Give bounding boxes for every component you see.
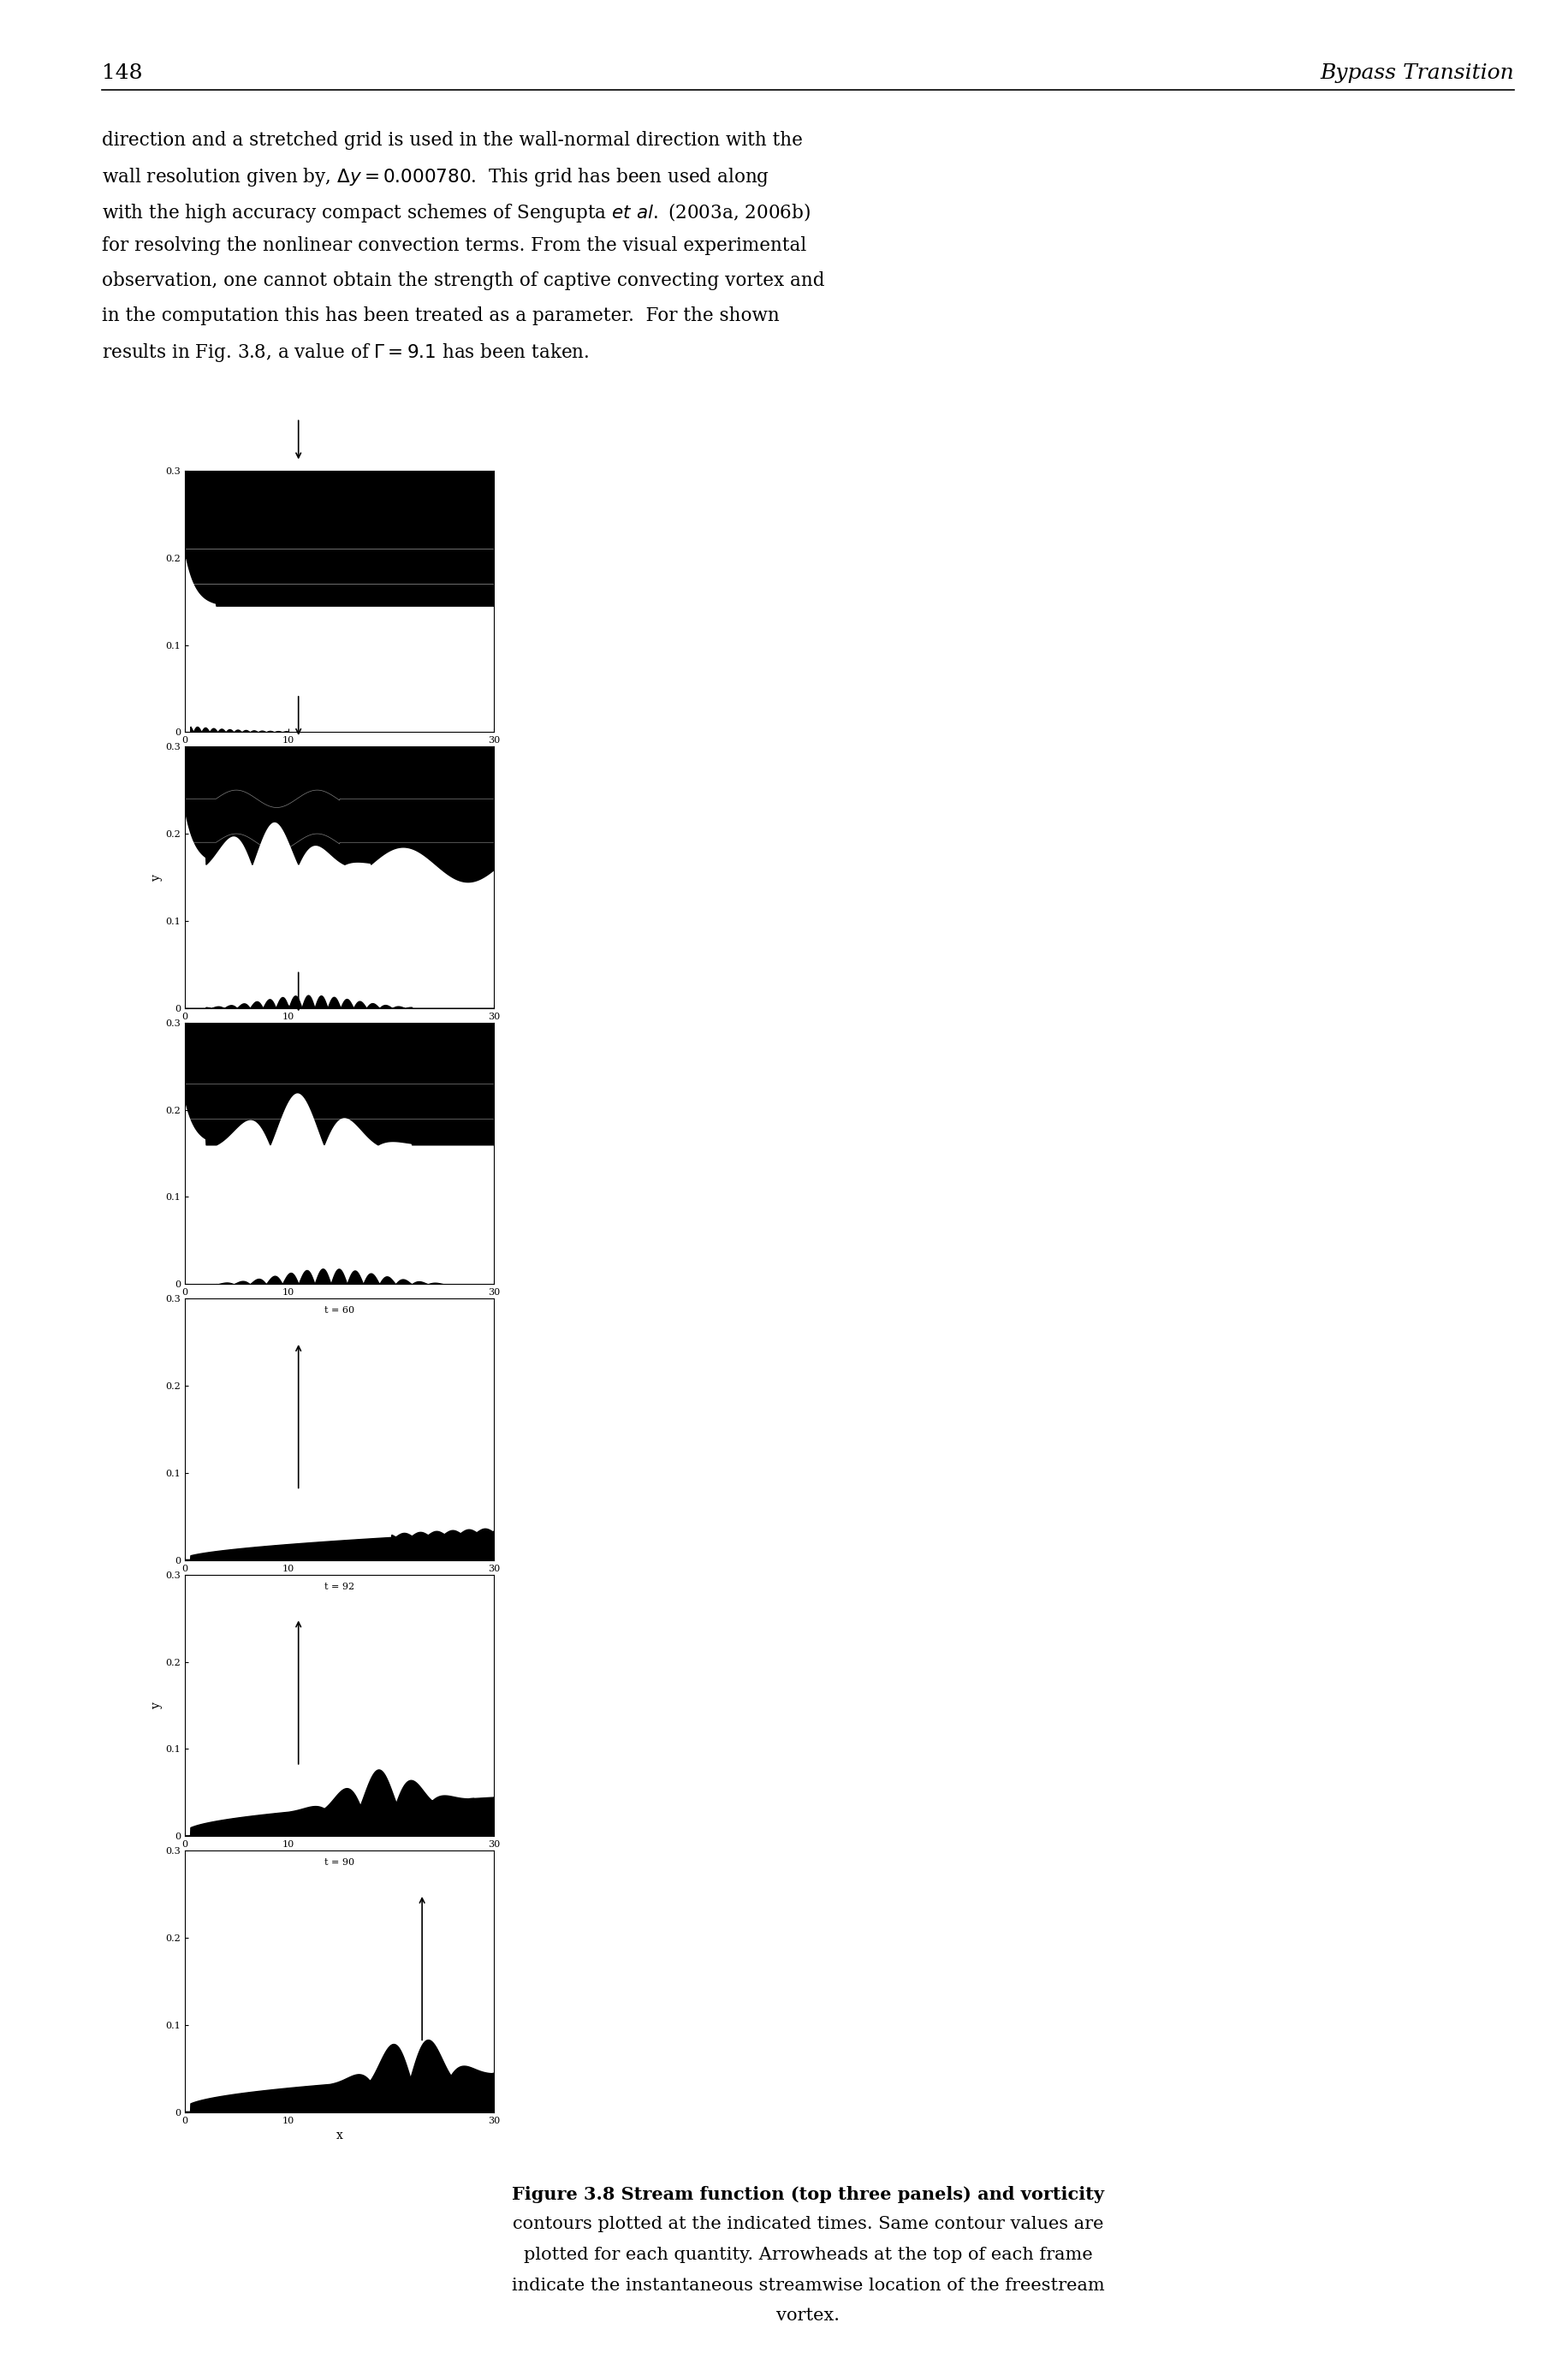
Y-axis label: y: y [151, 874, 162, 881]
Text: observation, one cannot obtain the strength of captive convecting vortex and: observation, one cannot obtain the stren… [102, 271, 825, 290]
Text: wall resolution given by, $\Delta y = 0.000780$.  This grid has been used along: wall resolution given by, $\Delta y = 0.… [102, 166, 770, 188]
X-axis label: x: x [336, 2129, 343, 2141]
Text: t = 90: t = 90 [325, 1858, 354, 1868]
Text: indicate the instantaneous streamwise location of the freestream: indicate the instantaneous streamwise lo… [511, 2276, 1104, 2293]
Text: for resolving the nonlinear convection terms. From the visual experimental: for resolving the nonlinear convection t… [102, 235, 806, 254]
Text: in the computation this has been treated as a parameter.  For the shown: in the computation this has been treated… [102, 307, 779, 326]
Text: plotted for each quantity. Arrowheads at the top of each frame: plotted for each quantity. Arrowheads at… [524, 2248, 1091, 2262]
Text: Bypass Transition: Bypass Transition [1319, 64, 1513, 83]
Text: t = 60: t = 60 [325, 1307, 354, 1314]
Text: vortex.: vortex. [776, 2307, 839, 2324]
Text: t = 92: t = 92 [325, 753, 354, 763]
X-axis label: x: x [336, 1302, 343, 1314]
Text: t = 92: t = 92 [325, 1582, 354, 1592]
Text: Figure 3.8 Stream function (top three panels) and vorticity: Figure 3.8 Stream function (top three pa… [511, 2186, 1104, 2203]
Text: t = 60: t = 60 [325, 478, 354, 487]
Y-axis label: y: y [151, 1701, 162, 1708]
Text: direction and a stretched grid is used in the wall-normal direction with the: direction and a stretched grid is used i… [102, 131, 803, 150]
Text: t = 90: t = 90 [325, 1031, 354, 1038]
Text: contours plotted at the indicated times. Same contour values are: contours plotted at the indicated times.… [513, 2217, 1102, 2233]
Text: results in Fig. 3.8, a value of $\Gamma = 9.1$ has been taken.: results in Fig. 3.8, a value of $\Gamma … [102, 342, 590, 364]
Text: with the high accuracy compact schemes of Sengupta $\it{et\ al.}$ (2003a, 2006b): with the high accuracy compact schemes o… [102, 202, 811, 223]
Text: 148: 148 [102, 64, 143, 83]
